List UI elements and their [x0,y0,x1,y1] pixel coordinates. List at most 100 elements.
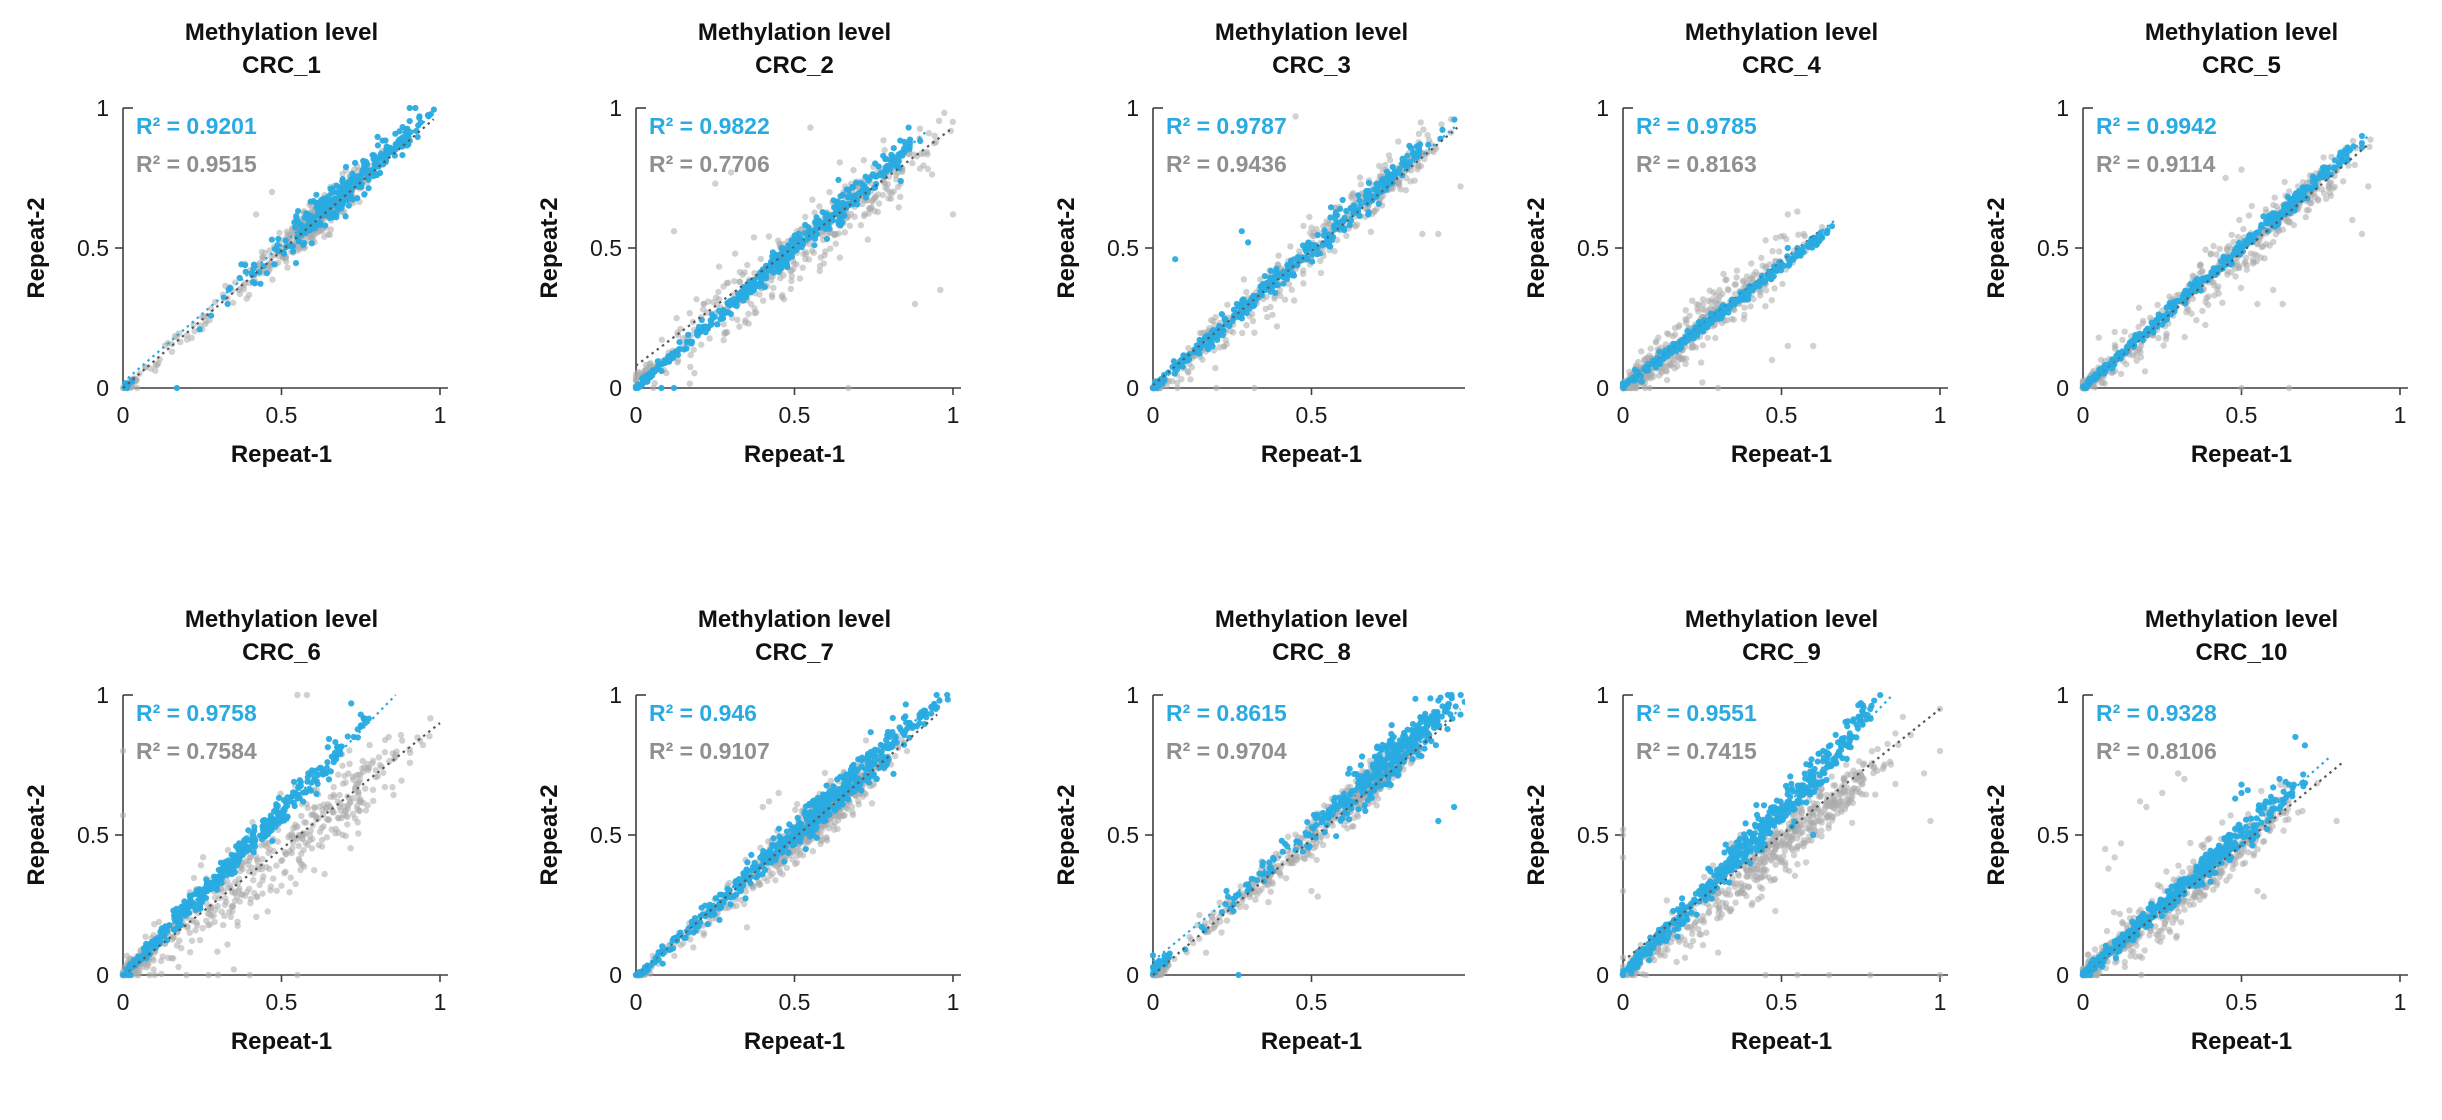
r2-label-blue: R² = 0.946 [649,700,757,726]
subplot-crc_10: Methylation level CRC_10 0 0 0.5 0.5 1 1 Repeat-… [1954,560,2442,1120]
y-tick-label: 0.5 [590,822,622,848]
plot-title: Methylation level [1685,606,1878,633]
y-axis-label: Repeat-2 [1983,784,2010,885]
repeat-consistency-gray-trendline [122,722,441,976]
r2-label-blue: R² = 0.9201 [136,113,257,139]
r2-label-blue: R² = 0.9822 [649,113,770,139]
plot-subtitle: CRC_5 [2202,52,2281,79]
x-tick-label: 0.5 [1766,989,1798,1015]
r2-label-gray: R² = 0.9704 [1166,738,1287,764]
y-tick-label: 0.5 [1107,822,1139,848]
tick-labels: 00 0.5 0.5 1 1 [1107,682,1465,1015]
x-tick-label: 0.5 [1295,402,1327,428]
plot-subtitle: CRC_7 [756,639,835,666]
plot-title: Methylation level [2144,19,2337,46]
y-tick-label: 1 [2056,95,2069,121]
x-tick-label: 0.5 [779,989,811,1015]
y-axis-label: Repeat-2 [1523,197,1550,298]
r2-label-gray: R² = 0.7415 [1636,738,1757,764]
y-tick-label: 0 [1126,375,1139,401]
y-tick-label: 0 [1126,962,1139,988]
x-tick-label: 1 [1463,402,1465,428]
y-tick-label: 0.5 [590,235,622,261]
r2-label-blue: R² = 0.9787 [1166,113,1287,139]
r2-label-blue: R² = 0.9328 [2096,700,2217,726]
plot-title: Methylation level [185,606,378,633]
repeat-consistency-blue-points [1149,691,1466,979]
y-tick-label: 1 [1596,95,1609,121]
subplot-crc_2: Methylation level CRC_2 0 0 0.5 0.5 1 1 Repeat-1… [488,0,976,560]
x-tick-label: 1 [947,402,960,428]
plot-title: Methylation level [185,19,378,46]
y-axis-label: Repeat-2 [23,197,50,298]
plot-subtitle: CRC_10 [2195,639,2287,666]
y-tick-label: 0.5 [1577,235,1609,261]
plot-title: Methylation level [1215,606,1408,633]
x-tick-label: 0 [630,989,643,1015]
r2-label-gray: R² = 0.9107 [649,738,770,764]
y-tick-label: 1 [1596,682,1609,708]
subplot-crc_8: Methylation level CRC_8 00 0.5 0.5 1 1 Repeat-1… [977,560,1466,1120]
x-axis-label: Repeat-1 [2190,441,2291,468]
x-tick-label: 0 [1617,989,1630,1015]
x-tick-label: 0.5 [1766,402,1798,428]
repeat-consistency-blue-points [1620,223,1836,392]
scatter-plot-crc_8: Methylation level CRC_8 00 0.5 0.5 1 1 Repeat-1… [1053,606,1466,1055]
r2-label-blue: R² = 0.9551 [1636,700,1757,726]
y-axis-label: Repeat-2 [1053,197,1080,298]
repeat-consistency-gray-trendline [1622,708,1941,962]
y-tick-label: 0 [96,375,109,401]
x-axis-label: Repeat-1 [2190,1028,2291,1055]
subplot-crc_5: Methylation level CRC_5 0 0 0.5 0.5 1 1 Repeat-1… [1954,0,2442,560]
axes [1615,107,1949,395]
x-tick-label: 0.5 [1295,989,1327,1015]
r2-label-blue: R² = 0.9942 [2096,113,2217,139]
repeat-consistency-gray-trendline [2081,143,2369,389]
y-tick-label: 0.5 [77,822,109,848]
y-tick-label: 0 [1596,962,1609,988]
tick-labels: 00 0.5 0.5 1 1 [77,682,446,1015]
scatter-plot-crc_9: Methylation level CRC_9 00 0.5 0.5 1 1 Repeat-1… [1523,606,1949,1055]
y-tick-label: 0 [96,962,109,988]
x-tick-label: 1 [2393,989,2406,1015]
tick-labels: 00 0.5 0.5 1 1 [1107,95,1465,428]
y-tick-label: 1 [96,95,109,121]
x-tick-label: 1 [947,989,960,1015]
repeat-consistency-blue-trendline [1152,708,1461,962]
scatter-plot-crc_10: Methylation level CRC_10 00 0.5 0.5 1 1 Repeat-… [1983,606,2408,1055]
x-tick-label: 0 [2076,989,2089,1015]
scatter-plot-crc_3: Methylation level CRC_3 00 0.5 0.5 1 1 Repeat-1… [1053,19,1466,468]
axes [628,107,962,395]
r2-label-blue: R² = 0.9785 [1636,113,1757,139]
r2-label-gray: R² = 0.8163 [1636,151,1757,177]
y-tick-label: 0.5 [77,235,109,261]
y-tick-label: 1 [1126,95,1139,121]
y-tick-label: 0 [2056,962,2069,988]
repeat-consistency-blue-trendline [1152,123,1458,389]
repeat-consistency-blue-trendline [635,694,945,976]
axes [114,694,448,982]
x-axis-label: Repeat-1 [1731,1028,1832,1055]
y-tick-label: 0 [2056,375,2069,401]
x-axis-label: Repeat-1 [1731,441,1832,468]
tick-labels: 00 0.5 0.5 1 1 [590,682,959,1015]
x-tick-label: 0 [630,402,643,428]
repeat-consistency-gray-trendline [1152,716,1455,976]
tick-labels: 00 0.5 0.5 1 1 [1577,682,1946,1015]
y-tick-label: 1 [2056,682,2069,708]
y-axis-label: Repeat-2 [1053,784,1080,885]
x-tick-label: 0 [1146,989,1159,1015]
axes [1144,107,1466,395]
plot-subtitle: CRC_9 [1742,639,1821,666]
plot-title: Methylation level [2144,606,2337,633]
r2-label-gray: R² = 0.7706 [649,151,770,177]
x-axis-label: Repeat-1 [231,1028,332,1055]
axes [2074,107,2408,395]
y-tick-label: 0.5 [1577,822,1609,848]
r2-label-blue: R² = 0.8615 [1166,700,1287,726]
x-tick-label: 0.5 [2225,402,2257,428]
subplot-crc_1: Methylation level CRC_1 0 0 0.5 0.5 1 1 Repeat-1… [0,0,488,560]
y-axis-label: Repeat-2 [536,784,563,885]
tick-labels: 00 0.5 0.5 1 1 [1577,95,1946,428]
plot-title: Methylation level [698,606,891,633]
